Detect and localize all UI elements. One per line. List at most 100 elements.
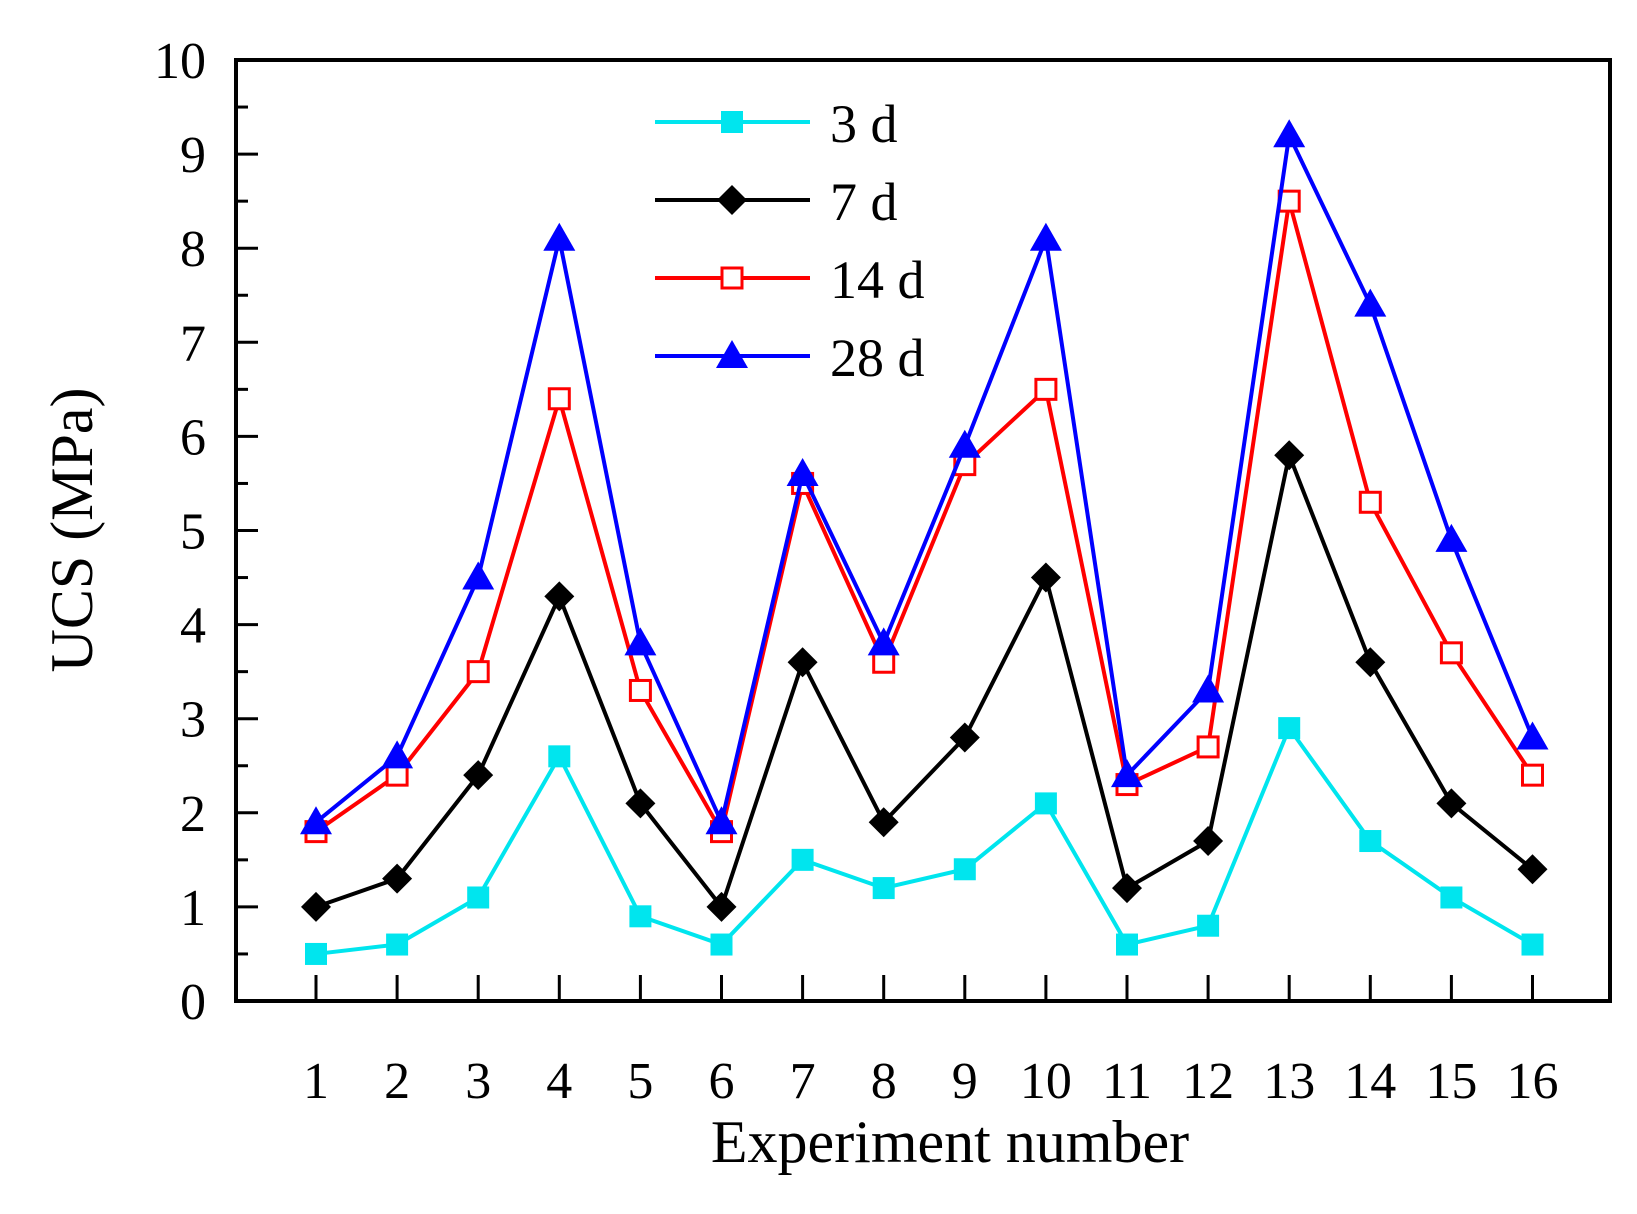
point-7d xyxy=(1030,562,1061,593)
y-tick-label: 2 xyxy=(180,786,206,843)
point-7d xyxy=(868,807,899,838)
y-tick-label: 5 xyxy=(180,504,206,561)
point-28d xyxy=(462,561,495,590)
point-7d xyxy=(544,581,575,612)
series-group xyxy=(300,119,1549,965)
point-14d xyxy=(1034,377,1058,401)
point-7d xyxy=(301,891,331,922)
legend-marker-14d xyxy=(720,266,744,290)
x-tick-label: 12 xyxy=(1182,1053,1234,1110)
legend: 3 d 7 d 14 d 28 d xyxy=(655,94,925,388)
point-3d xyxy=(791,848,814,871)
series-line-7d xyxy=(315,448,1534,912)
y-tick-label: 4 xyxy=(180,598,206,655)
point-3d xyxy=(1197,914,1220,937)
point-7d xyxy=(787,647,818,678)
x-tick-label: 7 xyxy=(790,1053,816,1110)
point-7d xyxy=(706,891,737,922)
point-14d xyxy=(1358,490,1382,514)
x-tick-label: 6 xyxy=(709,1053,735,1110)
point-28d xyxy=(624,627,657,656)
point-28d xyxy=(300,806,332,835)
point-28d xyxy=(867,627,900,656)
y-tick-label: 9 xyxy=(180,127,206,184)
point-3d xyxy=(467,886,490,909)
point-28d xyxy=(543,222,576,251)
x-tick-label: 4 xyxy=(546,1053,572,1110)
point-14d xyxy=(1521,763,1544,787)
series-line-3d xyxy=(315,724,1534,956)
y-tick-label: 6 xyxy=(180,409,206,466)
y-tick-label: 0 xyxy=(180,974,206,1031)
x-tick-label: 5 xyxy=(627,1053,653,1110)
x-axis-title: Experiment number xyxy=(711,1109,1189,1175)
point-7d xyxy=(1517,854,1548,885)
x-tick-label: 13 xyxy=(1263,1053,1315,1110)
series-line-14d xyxy=(314,200,1535,838)
x-tick-label: 10 xyxy=(1020,1053,1072,1110)
legend-label-14d: 14 d xyxy=(830,250,925,310)
point-3d xyxy=(1359,830,1382,853)
point-14d xyxy=(1196,735,1220,759)
legend-entry-14d: 14 d xyxy=(655,250,925,310)
x-tick-label: 2 xyxy=(384,1053,410,1110)
point-3d xyxy=(710,933,733,956)
series-28d xyxy=(300,119,1549,835)
legend-entry-7d: 7 d xyxy=(655,172,898,232)
point-7d xyxy=(382,863,413,894)
x-tick-label: 15 xyxy=(1425,1053,1477,1110)
x-tick-label: 3 xyxy=(465,1053,491,1110)
x-tick-label: 8 xyxy=(871,1053,897,1110)
point-3d xyxy=(1116,933,1138,956)
x-tick-label: 14 xyxy=(1344,1053,1396,1110)
legend-entry-28d: 28 d xyxy=(655,328,925,388)
point-3d xyxy=(1440,886,1463,909)
point-14d xyxy=(1439,641,1463,665)
x-tick-label: 11 xyxy=(1102,1053,1152,1110)
legend-label-28d: 28 d xyxy=(830,328,925,388)
legend-marker-7d xyxy=(717,185,747,215)
point-7d xyxy=(463,760,494,791)
point-7d xyxy=(1193,826,1224,857)
point-28d xyxy=(1192,674,1225,703)
point-7d xyxy=(1274,440,1305,471)
point-28d xyxy=(1516,721,1549,750)
x-tick-label: 16 xyxy=(1507,1053,1559,1110)
point-3d xyxy=(548,745,571,768)
point-28d xyxy=(1273,119,1306,148)
y-tick-label: 3 xyxy=(180,692,206,749)
legend-marker-3d xyxy=(721,111,743,133)
y-axis-title: UCS (MPa) xyxy=(39,387,105,672)
point-7d xyxy=(625,788,656,819)
y-tick-label: 10 xyxy=(154,33,206,90)
point-28d xyxy=(381,740,414,769)
legend-marker-28d xyxy=(716,340,748,368)
point-3d xyxy=(1034,792,1057,815)
point-3d xyxy=(953,858,976,881)
point-3d xyxy=(386,933,409,956)
series-line-28d xyxy=(314,128,1535,829)
point-14d xyxy=(628,678,652,702)
point-28d xyxy=(786,458,819,487)
point-7d xyxy=(1355,647,1386,678)
y-tick-label: 1 xyxy=(180,880,206,937)
point-7d xyxy=(1436,788,1467,819)
legend-label-7d: 7 d xyxy=(830,172,898,232)
y-tick-label: 7 xyxy=(180,315,206,372)
x-tick-label: 1 xyxy=(303,1053,329,1110)
legend-label-3d: 3 d xyxy=(830,94,898,154)
point-7d xyxy=(1112,873,1142,904)
point-28d xyxy=(1435,523,1468,552)
point-14d xyxy=(547,387,571,411)
point-14d xyxy=(466,660,490,684)
point-3d xyxy=(305,942,327,965)
legend-entry-3d: 3 d xyxy=(655,94,898,154)
point-3d xyxy=(872,877,895,900)
series-3d xyxy=(305,717,1544,965)
point-28d xyxy=(948,429,981,458)
point-3d xyxy=(1521,933,1544,956)
point-28d xyxy=(1029,222,1062,251)
plot-frame xyxy=(234,58,1612,1003)
